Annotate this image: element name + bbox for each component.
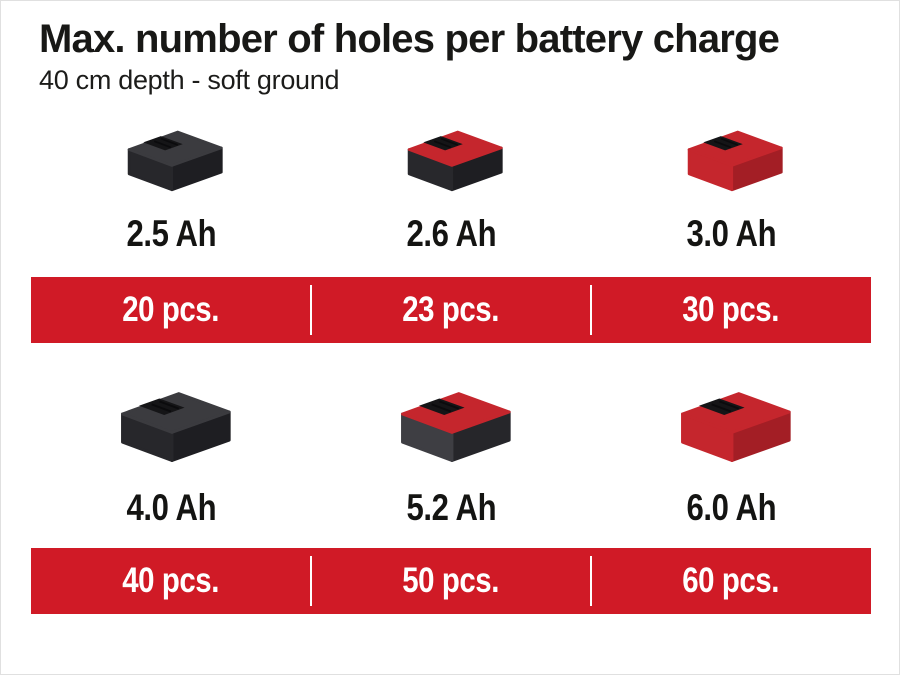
result-cell: 23 pcs. (310, 277, 591, 343)
capacity-cell: 6.0 Ah (591, 487, 871, 529)
result-value: 60 pcs. (682, 561, 780, 600)
battery-5-2ah-icon (401, 392, 511, 462)
capacity-label: 5.2 Ah (406, 487, 496, 528)
result-cell: 40 pcs. (31, 548, 311, 614)
battery-4-0ah-icon (121, 392, 231, 462)
battery-cell (591, 117, 871, 205)
capacity-label: 4.0 Ah (126, 487, 216, 528)
result-cell: 60 pcs. (590, 548, 871, 614)
battery-2-6ah-icon (407, 130, 503, 192)
capacity-cell: 2.5 Ah (31, 213, 311, 255)
battery-cell (31, 117, 311, 205)
battery-cell (311, 117, 591, 205)
result-cell: 50 pcs. (310, 548, 591, 614)
capacity-cell: 2.6 Ah (311, 213, 591, 255)
battery-cell (31, 377, 311, 478)
capacity-label: 2.6 Ah (406, 213, 496, 254)
capacity-label: 2.5 Ah (126, 213, 216, 254)
battery-image-row-1 (31, 117, 871, 205)
page-title: Max. number of holes per battery charge (39, 17, 780, 61)
capacity-label-row-2: 4.0 Ah 5.2 Ah 6.0 Ah (31, 487, 871, 529)
result-value: 40 pcs. (122, 561, 220, 600)
result-value: 50 pcs. (402, 561, 500, 600)
result-cell: 20 pcs. (31, 277, 311, 343)
battery-cell (591, 377, 871, 478)
result-value: 23 pcs. (402, 290, 500, 329)
capacity-cell: 5.2 Ah (311, 487, 591, 529)
battery-cell (311, 377, 591, 478)
capacity-cell: 4.0 Ah (31, 487, 311, 529)
result-value: 30 pcs. (682, 290, 780, 329)
result-bar-row-2: 40 pcs. 50 pcs. 60 pcs. (31, 548, 871, 614)
result-value: 20 pcs. (122, 290, 220, 329)
battery-2-5ah-icon (127, 130, 223, 192)
capacity-label: 6.0 Ah (686, 487, 776, 528)
result-bar-row-1: 20 pcs. 23 pcs. 30 pcs. (31, 277, 871, 343)
page-subtitle: 40 cm depth - soft ground (39, 65, 340, 95)
result-cell: 30 pcs. (590, 277, 871, 343)
battery-3-0ah-icon (687, 130, 783, 192)
capacity-cell: 3.0 Ah (591, 213, 871, 255)
header: Max. number of holes per battery charge … (39, 17, 879, 96)
battery-image-row-2 (31, 377, 871, 478)
capacity-label: 3.0 Ah (686, 213, 776, 254)
battery-6-0ah-icon (681, 392, 791, 462)
capacity-label-row-1: 2.5 Ah 2.6 Ah 3.0 Ah (31, 213, 871, 255)
